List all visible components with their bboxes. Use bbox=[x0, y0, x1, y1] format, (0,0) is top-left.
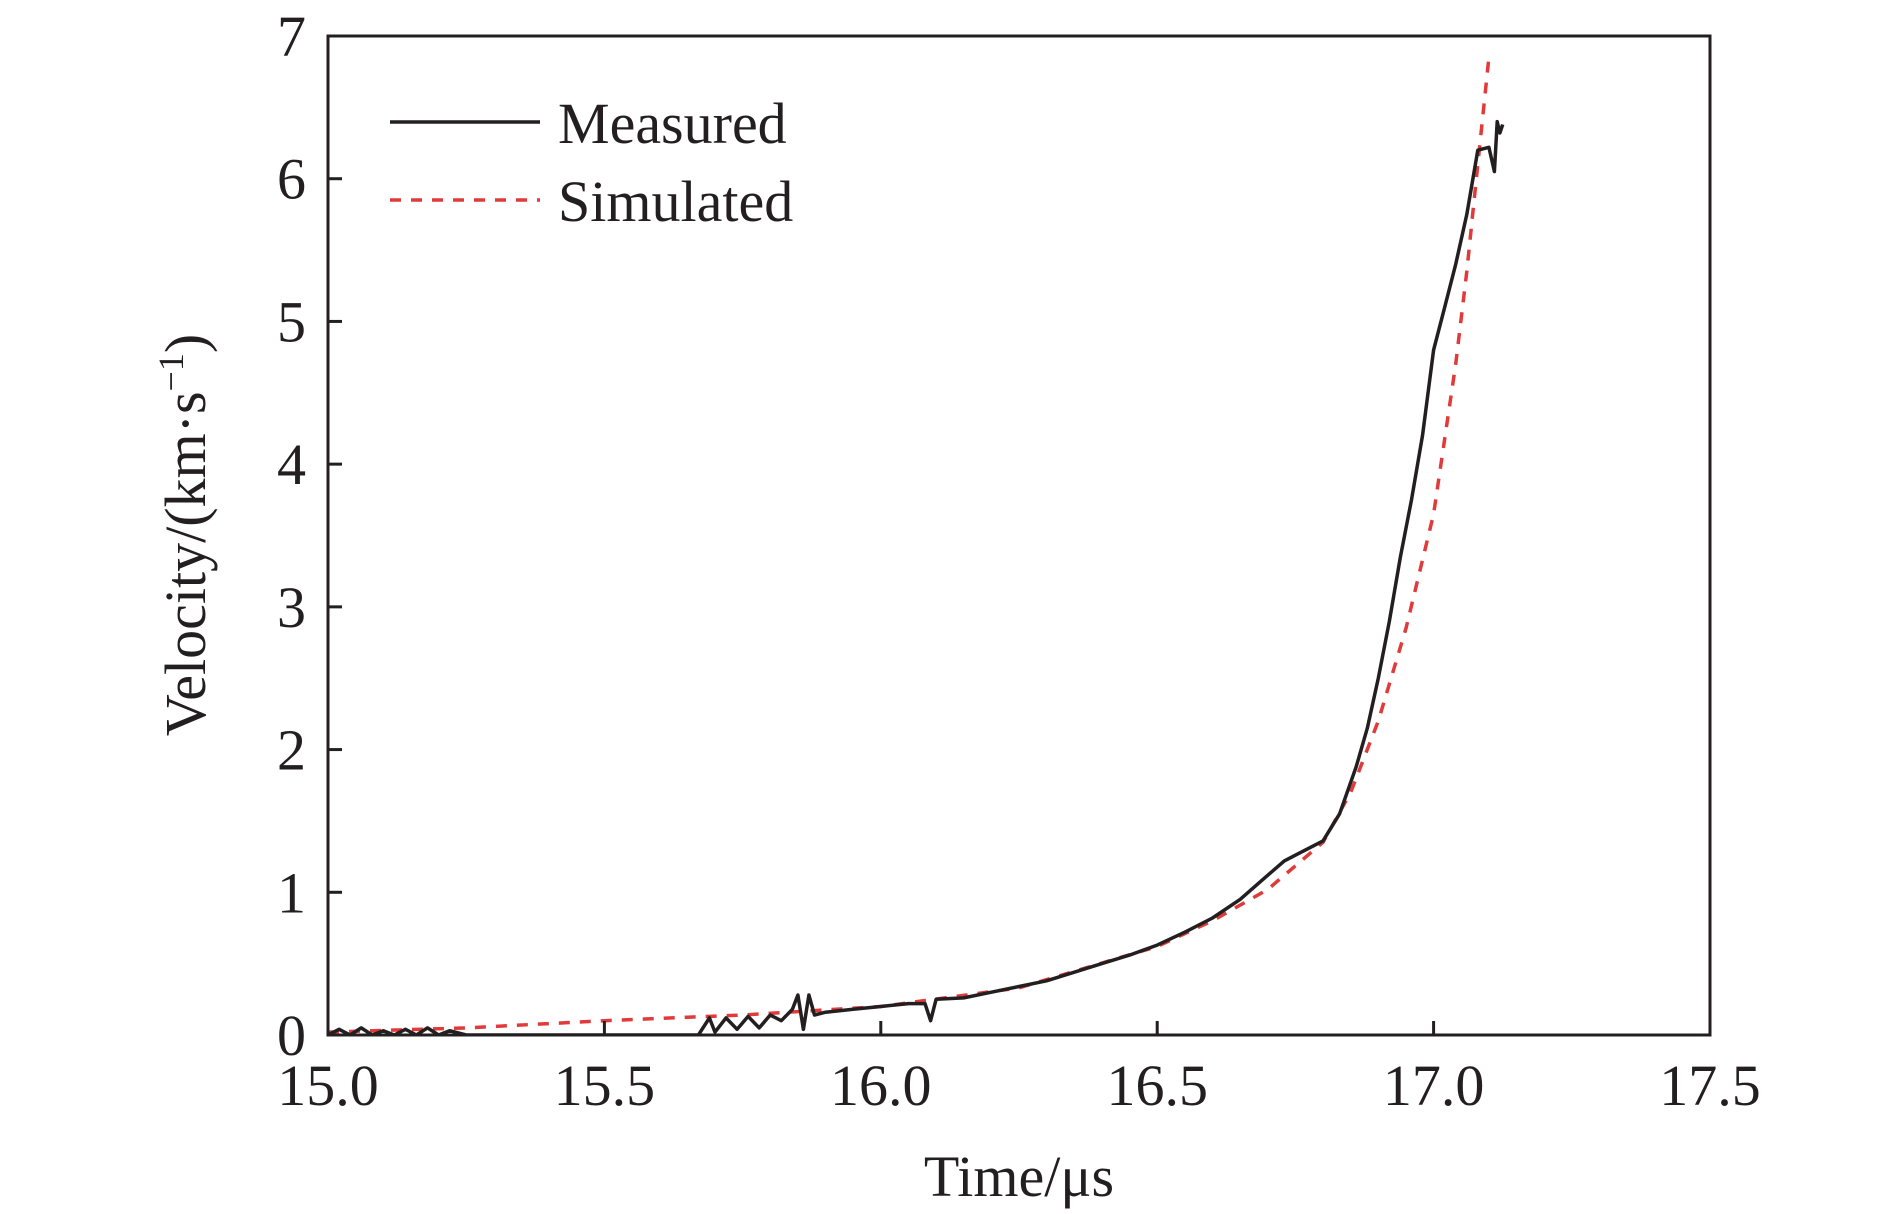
y-tick-label: 6 bbox=[277, 147, 306, 212]
x-tick-label: 17.5 bbox=[1659, 1053, 1761, 1118]
plot-frame bbox=[326, 34, 1712, 1037]
x-tick-label: 15.5 bbox=[554, 1053, 656, 1118]
legend-label-measured: Measured bbox=[558, 91, 787, 156]
y-tick-label: 7 bbox=[277, 4, 306, 69]
x-tick-label: 16.5 bbox=[1106, 1053, 1208, 1118]
legend-label-simulated: Simulated bbox=[558, 169, 793, 234]
y-tick-label: 4 bbox=[277, 432, 306, 497]
axis-ticks: 15.0 15.5 16.0 16.5 17.0 17.5 0 1 2 3 4 5 6 7 bbox=[277, 4, 1761, 1118]
y-axis-label-close: ) bbox=[153, 334, 218, 353]
x-axis-label: Time/μs bbox=[924, 1144, 1114, 1209]
y-tick-label: 2 bbox=[277, 718, 306, 783]
y-tick-label: 1 bbox=[277, 860, 306, 925]
y-tick-label: 0 bbox=[277, 1003, 306, 1068]
series-line-measured bbox=[328, 119, 1505, 1035]
y-axis-label-sup: −1 bbox=[151, 353, 191, 391]
y-tick-label: 3 bbox=[277, 575, 306, 640]
y-axis-label: Velocity/(km·s−1) bbox=[151, 334, 218, 736]
y-axis-label-base: Velocity/(km·s bbox=[153, 391, 218, 736]
x-tick-label: 15.0 bbox=[277, 1053, 379, 1118]
series-line-simulated bbox=[328, 57, 1491, 1034]
x-tick-label: 16.0 bbox=[830, 1053, 932, 1118]
x-tick-label: 17.0 bbox=[1383, 1053, 1485, 1118]
plot-area bbox=[328, 57, 1505, 1035]
y-tick-label: 5 bbox=[277, 289, 306, 354]
legend: Measured Simulated bbox=[390, 91, 793, 234]
